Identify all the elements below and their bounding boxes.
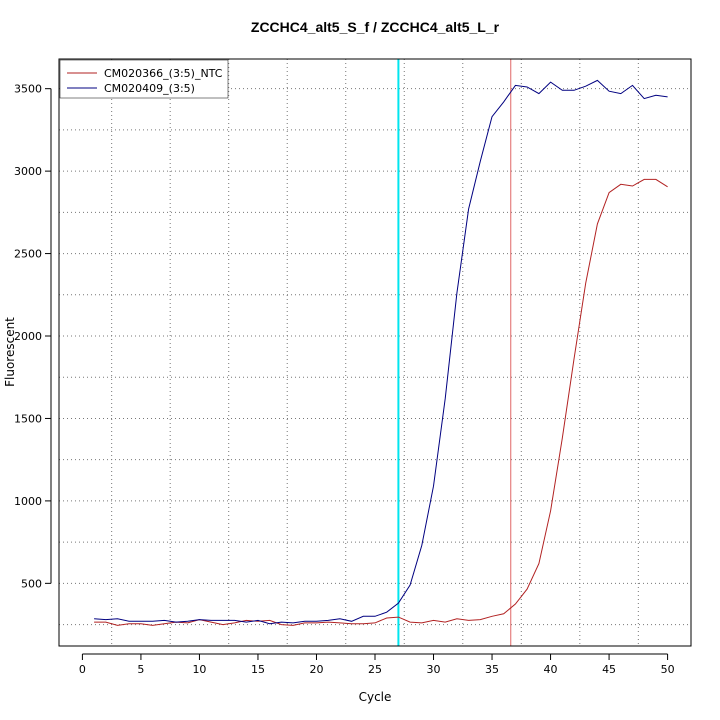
x-tick-label: 0 <box>79 663 86 676</box>
y-tick-label: 500 <box>21 577 42 590</box>
legend-label-2: CM020409_(3:5) <box>104 82 195 95</box>
x-tick-label: 20 <box>309 663 323 676</box>
chart-title: ZCCHC4_alt5_S_f / ZCCHC4_alt5_L_r <box>251 19 500 35</box>
y-tick-label: 2500 <box>14 248 42 261</box>
y-tick-label: 3500 <box>14 83 42 96</box>
legend-label-1: CM020366_(3:5)_NTC <box>104 67 223 80</box>
x-tick-label: 25 <box>368 663 382 676</box>
y-axis-label: Fluorescent <box>3 317 17 387</box>
x-tick-label: 10 <box>192 663 206 676</box>
threshold-lines <box>397 59 512 646</box>
x-tick-label: 30 <box>427 663 441 676</box>
series-lines <box>94 79 668 626</box>
grid-lines <box>59 59 691 646</box>
x-tick-label: 45 <box>602 663 616 676</box>
y-tick-label: 1000 <box>14 495 42 508</box>
series-line-2 <box>94 79 668 625</box>
series-line-1 <box>94 178 668 626</box>
y-axis: 500 1000 1500 2000 2500 3000 3500 <box>14 83 52 590</box>
legend: CM020366_(3:5)_NTC CM020409_(3:5) <box>59 59 229 99</box>
x-tick-label: 5 <box>137 663 144 676</box>
y-tick-label: 1500 <box>14 412 42 425</box>
legend-box <box>59 59 229 99</box>
x-axis: 0 5 10 15 20 25 30 35 40 45 50 <box>79 653 675 676</box>
x-tick-label: 35 <box>485 663 499 676</box>
x-axis-label: Cycle <box>359 690 392 704</box>
plot-area-border <box>58 58 692 647</box>
x-tick-label: 50 <box>661 663 675 676</box>
y-tick-label: 3000 <box>14 165 42 178</box>
y-tick-label: 2000 <box>14 330 42 343</box>
x-tick-label: 40 <box>544 663 558 676</box>
x-tick-label: 15 <box>251 663 265 676</box>
